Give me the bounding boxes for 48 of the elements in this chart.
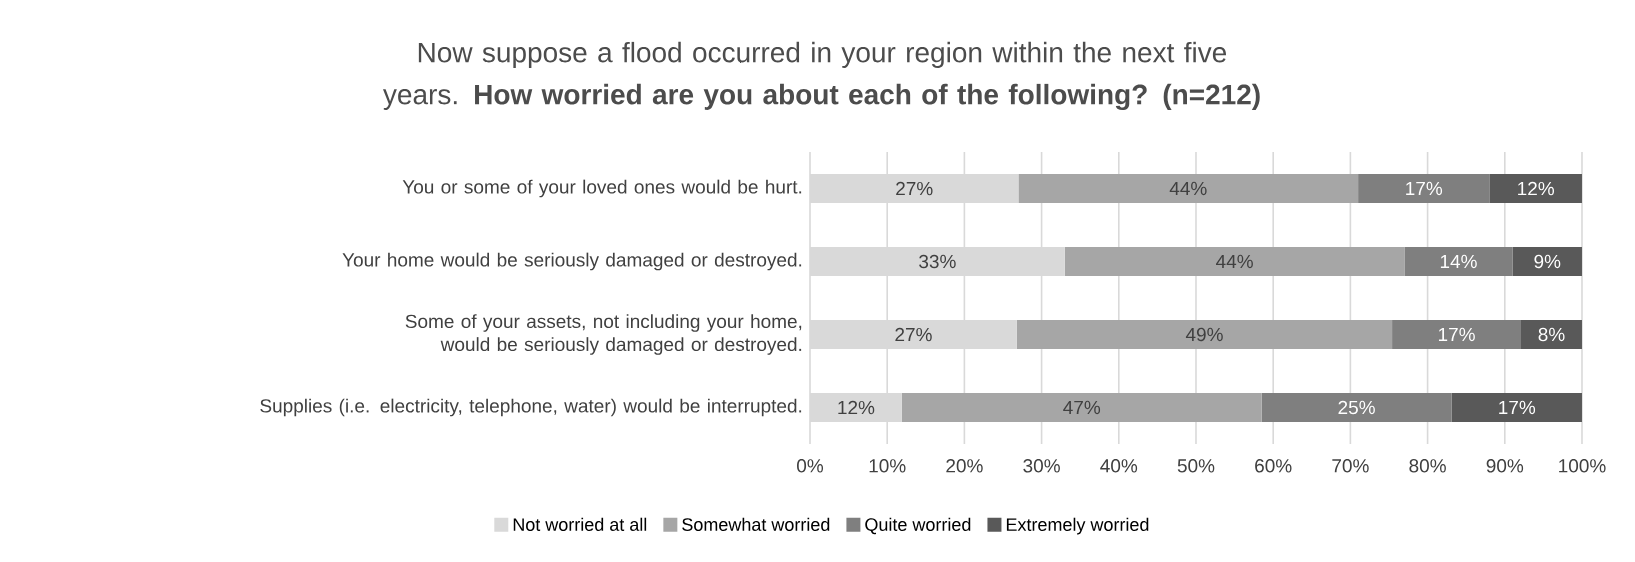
- bar: [1512, 246, 1582, 277]
- bar: [1018, 173, 1359, 204]
- data-label: 14%: [1440, 254, 1477, 269]
- data-label: 12%: [1518, 181, 1555, 196]
- x-tick-label: 60%: [1255, 459, 1292, 473]
- data-label: 17%: [1406, 181, 1443, 196]
- data-label: 9%: [1534, 254, 1561, 269]
- x-tick-label: 70%: [1332, 459, 1369, 473]
- bar: [1451, 392, 1582, 423]
- legend-label: Somewhat worried: [682, 517, 830, 531]
- data-label: 47%: [1063, 400, 1101, 415]
- x-tick-label: 100%: [1559, 459, 1606, 473]
- data-label: 27%: [895, 327, 932, 342]
- x-tick-label: 40%: [1100, 459, 1138, 473]
- x-tick-label: 30%: [1023, 459, 1060, 473]
- data-label: 49%: [1185, 327, 1223, 342]
- x-tick-label: 10%: [869, 459, 906, 473]
- bar: [1392, 319, 1521, 350]
- bar: [1064, 246, 1405, 277]
- bar: [1404, 246, 1513, 277]
- y-tick-label: Some of your assets, not including your home, would be seriously damaged or destroyed.: [405, 314, 802, 355]
- chart-title: Now suppose a flood occurred in your region within the next five years. How worried are you about each of the following? (n=212): [382, 41, 1260, 111]
- bar: [1261, 392, 1452, 423]
- bar: [1016, 319, 1393, 350]
- x-tick-label: 90%: [1486, 459, 1524, 473]
- x-tick-label: 50%: [1177, 459, 1215, 473]
- data-label: 27%: [896, 181, 933, 196]
- data-label: 33%: [919, 254, 956, 269]
- y-tick-label: You or some of your loved ones would be hurt.: [402, 179, 802, 198]
- legend-label: Quite worried: [865, 517, 971, 535]
- x-tick-label: 0%: [797, 459, 824, 473]
- x-tick-label: 20%: [946, 459, 983, 473]
- data-label: 12%: [838, 400, 875, 415]
- data-label: 25%: [1338, 400, 1375, 415]
- data-label: 8%: [1538, 327, 1565, 342]
- y-tick-label: Your home would be seriously damaged or destroyed.: [342, 252, 802, 271]
- legend-label: Not worried at all: [513, 517, 647, 531]
- bar: [1489, 173, 1582, 204]
- bar: [901, 392, 1262, 423]
- legend-label: Extremely worried: [1006, 517, 1149, 535]
- bar: [1521, 319, 1582, 350]
- data-label: 17%: [1438, 327, 1475, 342]
- data-label: 44%: [1169, 181, 1207, 196]
- x-tick-label: 80%: [1409, 459, 1446, 473]
- data-label: 17%: [1499, 400, 1536, 415]
- data-label: 44%: [1216, 254, 1253, 269]
- bar: [1358, 173, 1490, 204]
- y-tick-label: Supplies (i.e. electricity, telephone, water) would be interrupted.: [260, 398, 802, 417]
